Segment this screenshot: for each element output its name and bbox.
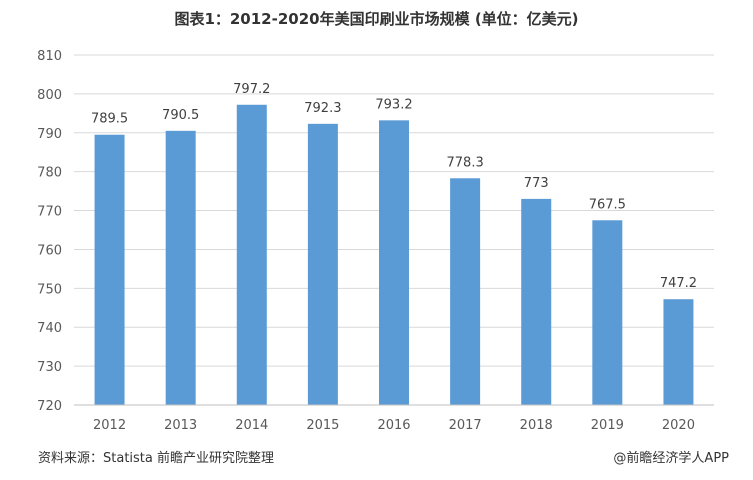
bar xyxy=(165,130,196,406)
data-label: 793.2 xyxy=(375,97,412,112)
source-note: 资料来源：Statista 前瞻产业研究院整理 xyxy=(38,451,274,466)
data-label: 747.2 xyxy=(660,276,697,291)
data-labels: 789.5 790.5 797.2 792.3 793.2 778.3 773 767.5 74… xyxy=(91,82,697,291)
data-label: 767.5 xyxy=(589,197,626,212)
bar xyxy=(379,120,409,405)
chart-title: 图表1：2012-2020年美国印刷业市场规模 (单位：亿美元) xyxy=(174,10,579,28)
y-tick-label: 760 xyxy=(37,243,62,258)
y-tick-label: 740 xyxy=(37,321,62,336)
x-tick-label: 2018 xyxy=(520,418,553,433)
bars xyxy=(94,104,694,406)
data-label: 792.3 xyxy=(304,101,341,116)
y-tick-label: 780 xyxy=(37,166,62,181)
y-axis-ticks: 720 730 740 750 760 770 780 790 800 810 xyxy=(37,49,62,414)
y-tick-label: 750 xyxy=(37,282,62,297)
x-axis-ticks: 2012 2013 2014 2015 2016 2017 2018 2019 2020 xyxy=(93,418,695,433)
x-tick-label: 2019 xyxy=(591,418,624,433)
x-tick-label: 2017 xyxy=(449,418,482,433)
y-tick-label: 730 xyxy=(37,360,62,375)
data-label: 773 xyxy=(524,176,549,191)
bar xyxy=(450,178,481,405)
bar xyxy=(236,104,267,406)
app-credit: @前瞻经济学人APP xyxy=(613,451,729,466)
data-label: 778.3 xyxy=(447,155,484,170)
x-tick-label: 2014 xyxy=(235,418,268,433)
x-tick-label: 2012 xyxy=(93,418,126,433)
x-tick-label: 2015 xyxy=(306,418,339,433)
y-tick-label: 770 xyxy=(37,205,62,220)
y-tick-label: 790 xyxy=(37,127,62,142)
data-label: 789.5 xyxy=(91,112,128,127)
y-tick-label: 800 xyxy=(37,88,62,103)
bar xyxy=(307,123,338,405)
data-label: 797.2 xyxy=(233,82,270,97)
bar xyxy=(94,134,125,405)
bar xyxy=(663,299,694,405)
bar xyxy=(592,220,623,405)
x-tick-label: 2020 xyxy=(662,418,695,433)
data-label: 790.5 xyxy=(162,108,199,123)
x-tick-label: 2016 xyxy=(377,418,410,433)
bar xyxy=(521,198,552,405)
y-tick-label: 720 xyxy=(37,399,62,414)
y-tick-label: 810 xyxy=(37,49,62,64)
x-tick-label: 2013 xyxy=(164,418,197,433)
